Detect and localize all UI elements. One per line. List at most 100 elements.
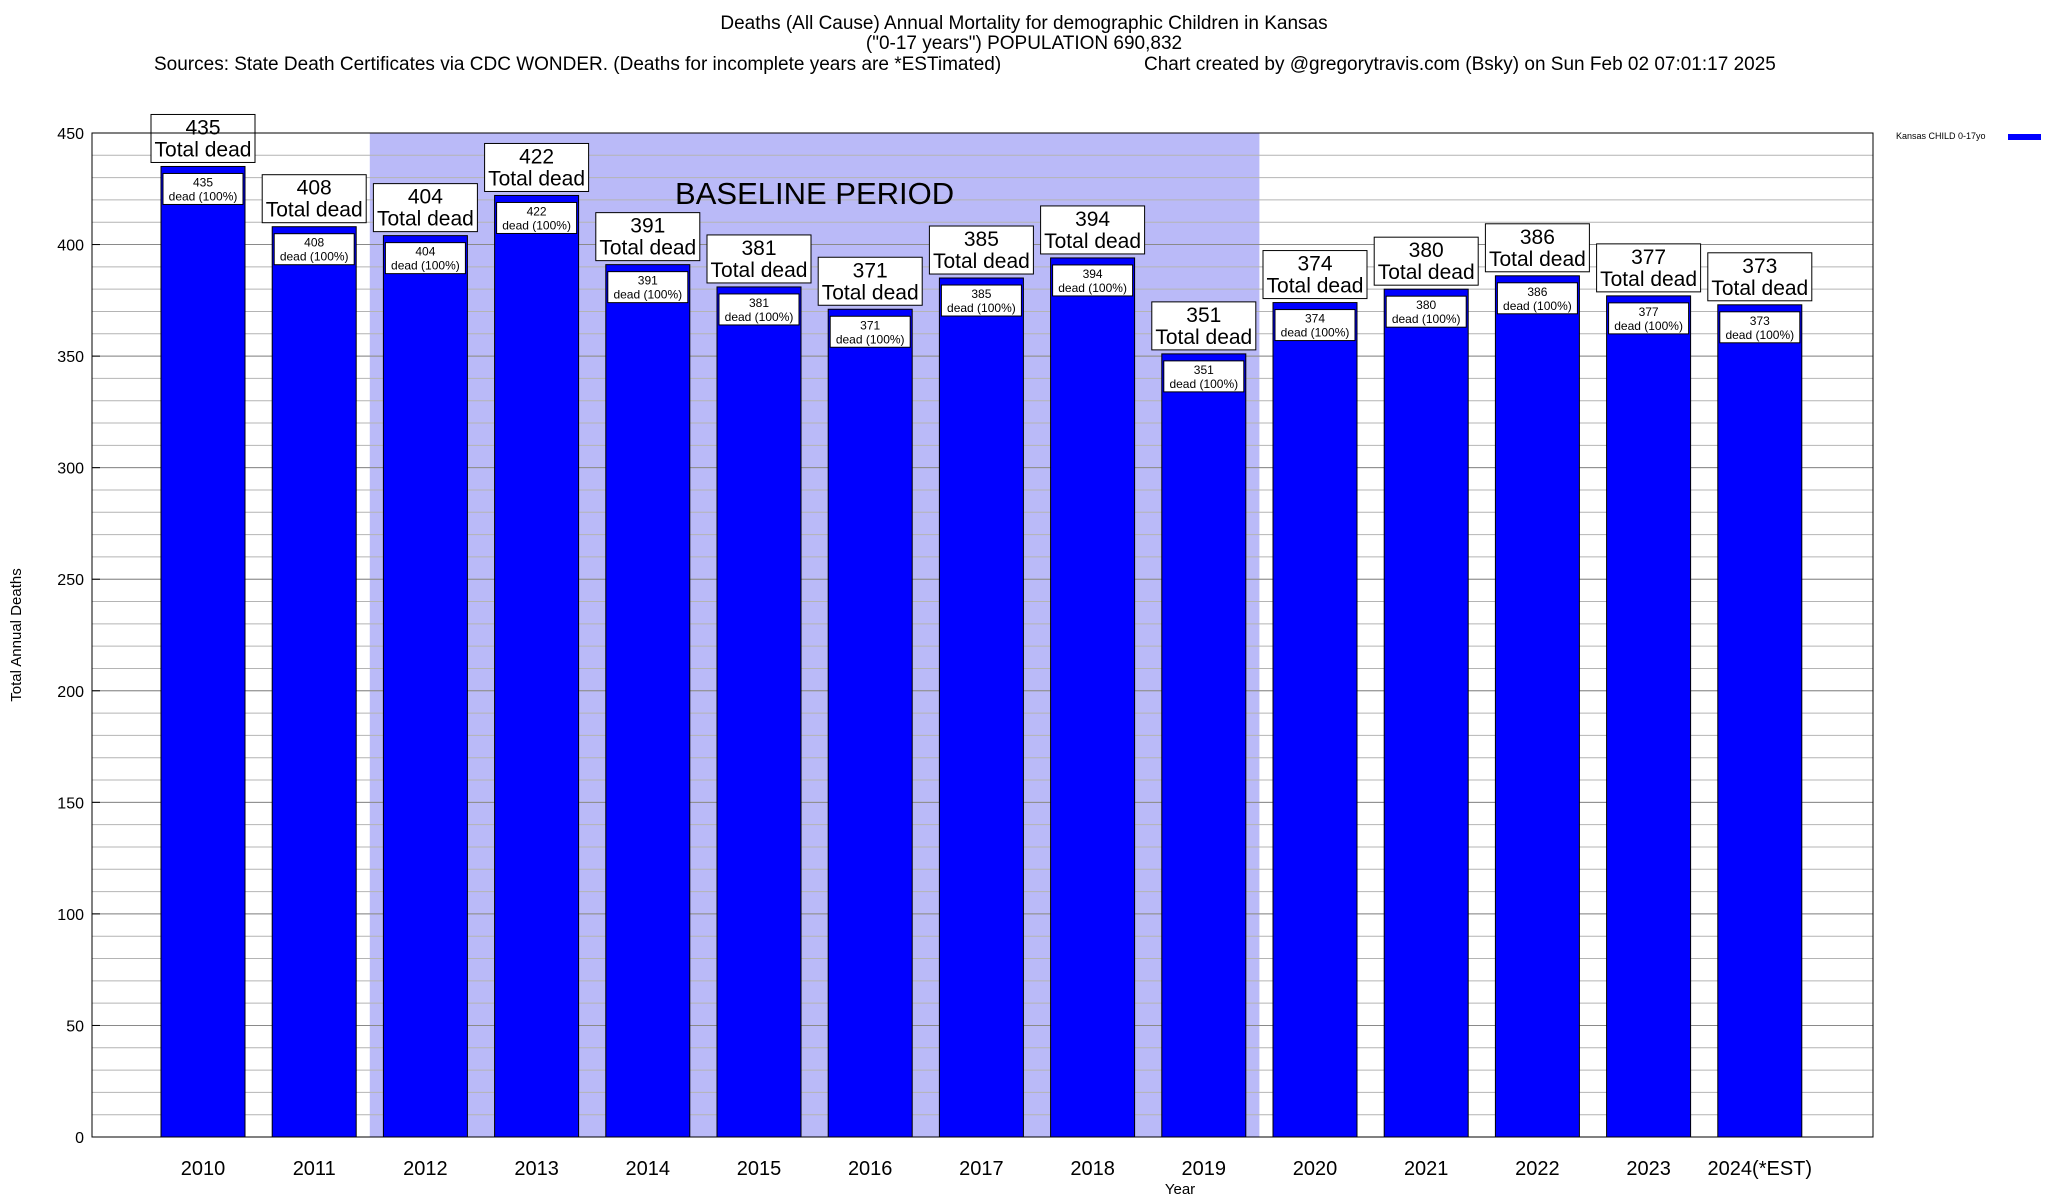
bar-total-value: 377 <box>1631 246 1666 269</box>
bar-inner-label-box <box>384 242 466 275</box>
x-tick-label: 2012 <box>403 1158 448 1180</box>
bar-total-label-box <box>150 113 256 163</box>
bar-inner-value: 351 <box>1194 363 1214 377</box>
x-tick-label: 2022 <box>1515 1158 1560 1180</box>
bar <box>1272 302 1358 1138</box>
bar-total-label: Total dead <box>933 250 1030 273</box>
x-tick-label: 2013 <box>514 1158 559 1180</box>
y-axis-title: Total Annual Deaths <box>8 568 25 701</box>
bar-total-label-box <box>1373 236 1479 286</box>
bar-total-value: 408 <box>297 177 332 200</box>
bar-inner-label-box <box>1608 302 1690 335</box>
bar-total-value: 381 <box>741 237 776 260</box>
title-line-2: ("0-17 years") POPULATION 690,832 <box>865 33 1183 54</box>
bar-inner-label-box <box>1719 311 1801 344</box>
x-tick-label: 2015 <box>737 1158 782 1180</box>
bar-inner-label: dead (100%) <box>391 259 460 273</box>
bar-inner-label-box <box>162 172 244 205</box>
bar-inner-value: 373 <box>1750 314 1770 328</box>
bar-total-label-box <box>1040 205 1146 255</box>
bar-total-label: Total dead <box>822 281 919 304</box>
bar-inner-label: dead (100%) <box>836 332 905 346</box>
y-tick-label: 150 <box>57 795 84 812</box>
bar-inner-label: dead (100%) <box>725 310 794 324</box>
bar <box>938 277 1024 1138</box>
bar-total-value: 391 <box>630 215 665 238</box>
bar-total-value: 373 <box>1742 255 1777 278</box>
x-tick-label: 2023 <box>1626 1158 1671 1180</box>
bar-total-label: Total dead <box>266 199 363 222</box>
x-tick-label: 2019 <box>1182 1158 1227 1180</box>
bar-inner-value: 380 <box>1416 298 1436 312</box>
bar-total-label-box <box>1151 301 1257 351</box>
bar-inner-label-box <box>718 293 800 326</box>
bar-total-label: Total dead <box>377 208 474 231</box>
bar-inner-label: dead (100%) <box>1058 281 1127 295</box>
bar-total-label-box <box>595 212 701 262</box>
bar-inner-label-box <box>1385 295 1467 328</box>
y-tick-label: 350 <box>57 349 84 366</box>
bar-inner-value: 408 <box>304 236 324 250</box>
bar-total-label: Total dead <box>1711 277 1808 300</box>
bar-inner-value: 386 <box>1527 285 1547 299</box>
plot-frame <box>91 132 1874 1138</box>
bar-inner-label-box <box>829 315 911 348</box>
chart-title: Deaths (All Cause) Annual Mortality for … <box>0 14 2048 54</box>
bar <box>1606 295 1692 1138</box>
bar <box>1161 353 1247 1138</box>
bar <box>494 194 580 1138</box>
bar-total-label: Total dead <box>155 138 252 161</box>
bar-inner-value: 374 <box>1305 312 1325 326</box>
legend-swatch <box>2008 134 2041 140</box>
y-tick-label: 50 <box>66 1018 84 1035</box>
bar <box>382 235 468 1138</box>
bar-inner-label-box <box>1052 264 1134 297</box>
bar-inner-label-box <box>1496 282 1578 315</box>
bar-total-label-box <box>372 183 478 233</box>
bar-inner-label-box <box>1274 309 1356 342</box>
bar-inner-value: 377 <box>1639 305 1659 319</box>
bar <box>1717 304 1803 1138</box>
bar-total-label-box <box>817 256 923 306</box>
x-tick-label: 2016 <box>848 1158 893 1180</box>
bar-inner-value: 391 <box>638 274 658 288</box>
bar-inner-label-box <box>940 284 1022 317</box>
y-tick-label: 0 <box>75 1130 84 1147</box>
bar-total-value: 404 <box>408 186 443 209</box>
bar <box>1383 288 1469 1138</box>
bar-total-label: Total dead <box>1600 268 1697 291</box>
bar-inner-label: dead (100%) <box>613 288 682 302</box>
bar-total-label-box <box>928 225 1034 275</box>
x-tick-label: 2010 <box>181 1158 226 1180</box>
bar-total-label-box <box>1596 243 1702 293</box>
bar-total-label: Total dead <box>711 259 808 282</box>
x-tick-label: 2018 <box>1070 1158 1115 1180</box>
bar-total-label-box <box>261 174 367 224</box>
bar <box>605 264 691 1138</box>
bar-total-value: 385 <box>964 228 999 251</box>
y-tick-label: 400 <box>57 238 84 255</box>
x-axis-title: Year <box>1165 1181 1195 1198</box>
bar-total-label-box <box>1262 250 1368 300</box>
bar-total-label-box <box>1707 252 1813 302</box>
y-tick-label: 450 <box>57 126 84 143</box>
bar-inner-value: 422 <box>527 204 547 218</box>
bar-total-label-box <box>706 234 812 284</box>
bar-total-value: 380 <box>1409 239 1444 262</box>
bar <box>716 286 802 1138</box>
bar-inner-label: dead (100%) <box>1392 312 1461 326</box>
bar-total-value: 374 <box>1297 253 1332 276</box>
bar-total-label: Total dead <box>1489 248 1586 271</box>
bar-inner-value: 381 <box>749 296 769 310</box>
bar-inner-label-box <box>607 271 689 304</box>
x-tick-label: 2014 <box>626 1158 671 1180</box>
bar-inner-label: dead (100%) <box>947 301 1016 315</box>
bar-inner-value: 404 <box>415 245 435 259</box>
bar-inner-label: dead (100%) <box>1169 377 1238 391</box>
bar <box>1494 275 1580 1138</box>
bar <box>1050 257 1136 1138</box>
bar-total-value: 351 <box>1186 304 1221 327</box>
bar-inner-value: 394 <box>1083 267 1103 281</box>
y-tick-label: 300 <box>57 461 84 478</box>
